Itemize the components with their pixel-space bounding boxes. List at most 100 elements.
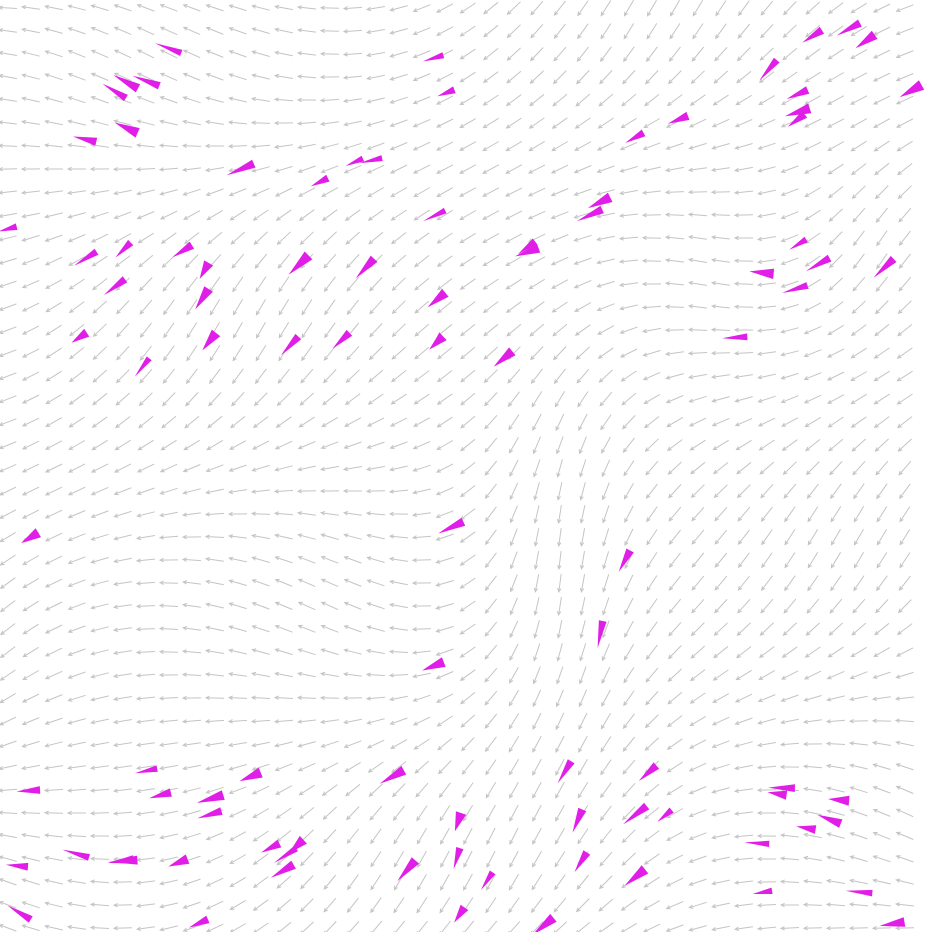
field-arrow xyxy=(135,627,156,632)
field-arrow xyxy=(533,551,540,571)
field-arrow xyxy=(412,464,431,472)
field-arrow xyxy=(112,696,132,702)
field-arrow xyxy=(782,461,797,475)
field-arrow xyxy=(643,416,660,429)
field-arrow xyxy=(252,808,270,819)
field-arrow xyxy=(136,26,155,36)
field-arrow xyxy=(804,416,821,428)
field-arrow xyxy=(182,924,201,932)
field-arrow xyxy=(137,232,154,244)
field-arrow xyxy=(666,761,683,773)
field-arrow xyxy=(274,533,293,540)
field-arrow xyxy=(624,528,634,547)
field-arrow xyxy=(66,925,86,930)
field-arrow xyxy=(555,712,565,731)
particle-wedge xyxy=(752,887,773,894)
field-arrow xyxy=(208,392,222,407)
field-arrow xyxy=(21,901,40,909)
field-arrow xyxy=(435,510,454,519)
field-arrow xyxy=(276,392,291,407)
field-arrow xyxy=(573,211,592,219)
field-arrow xyxy=(159,119,178,126)
field-arrow xyxy=(485,920,498,932)
field-arrow xyxy=(579,459,587,478)
field-arrow xyxy=(181,672,202,677)
field-arrow xyxy=(227,489,247,495)
field-arrow xyxy=(413,417,431,427)
field-arrow xyxy=(578,735,588,753)
field-arrow xyxy=(758,646,775,659)
field-arrow xyxy=(711,417,730,427)
field-arrow xyxy=(67,510,86,519)
field-arrow xyxy=(158,557,179,563)
field-arrow xyxy=(827,186,844,199)
field-arrow xyxy=(0,395,17,404)
field-arrow xyxy=(67,4,86,11)
field-arrow xyxy=(827,72,845,83)
field-arrow xyxy=(91,416,108,428)
field-arrow xyxy=(619,326,638,334)
field-arrow xyxy=(642,142,661,151)
field-arrow xyxy=(779,902,799,908)
field-arrow xyxy=(895,671,914,679)
field-arrow xyxy=(320,624,339,633)
field-arrow xyxy=(227,695,248,700)
field-arrow xyxy=(667,70,682,85)
field-arrow xyxy=(21,855,40,862)
field-arrow xyxy=(68,370,85,383)
field-arrow xyxy=(784,529,796,546)
field-arrow xyxy=(551,279,569,289)
field-arrow xyxy=(553,346,567,361)
field-arrow xyxy=(623,690,635,707)
field-arrow xyxy=(323,897,337,913)
field-arrow xyxy=(872,72,891,82)
field-arrow xyxy=(389,417,408,427)
field-arrow xyxy=(554,391,566,408)
field-arrow xyxy=(460,392,476,406)
field-arrow xyxy=(158,167,179,172)
particle-wedge xyxy=(288,251,313,275)
field-arrow xyxy=(622,806,636,821)
field-arrow xyxy=(297,533,316,540)
field-arrow xyxy=(850,646,867,658)
field-arrow xyxy=(826,348,845,358)
field-arrow xyxy=(872,786,891,794)
field-arrow xyxy=(898,230,911,247)
field-arrow xyxy=(297,762,316,772)
field-arrow xyxy=(347,874,359,891)
field-arrow xyxy=(158,535,179,540)
field-arrow xyxy=(712,669,729,681)
field-arrow xyxy=(782,47,798,61)
particle-wedge xyxy=(168,854,190,867)
field-arrow xyxy=(894,718,915,723)
field-arrow xyxy=(714,552,728,568)
field-arrow xyxy=(532,689,542,708)
field-arrow xyxy=(21,878,40,886)
field-arrow xyxy=(873,370,890,382)
field-arrow xyxy=(780,234,799,243)
field-arrow xyxy=(645,70,659,85)
field-arrow xyxy=(412,50,431,59)
field-arrow xyxy=(91,439,108,451)
field-arrow xyxy=(366,417,385,427)
field-arrow xyxy=(807,575,819,592)
field-arrow xyxy=(871,925,892,931)
field-arrow xyxy=(756,351,776,356)
field-arrow xyxy=(67,694,86,702)
field-arrow xyxy=(551,141,569,152)
particle-wedge xyxy=(422,52,445,62)
field-arrow xyxy=(484,713,498,729)
field-arrow xyxy=(159,4,178,12)
field-arrow xyxy=(463,873,473,891)
field-arrow xyxy=(895,647,914,657)
field-arrow xyxy=(666,94,683,107)
field-arrow xyxy=(136,189,155,196)
field-arrow xyxy=(43,190,63,195)
field-arrow xyxy=(897,438,912,452)
field-arrow xyxy=(641,281,662,287)
field-arrow xyxy=(483,1,499,15)
field-arrow xyxy=(160,232,177,244)
field-arrow xyxy=(411,650,431,655)
field-arrow xyxy=(90,211,109,219)
field-arrow xyxy=(482,187,500,197)
